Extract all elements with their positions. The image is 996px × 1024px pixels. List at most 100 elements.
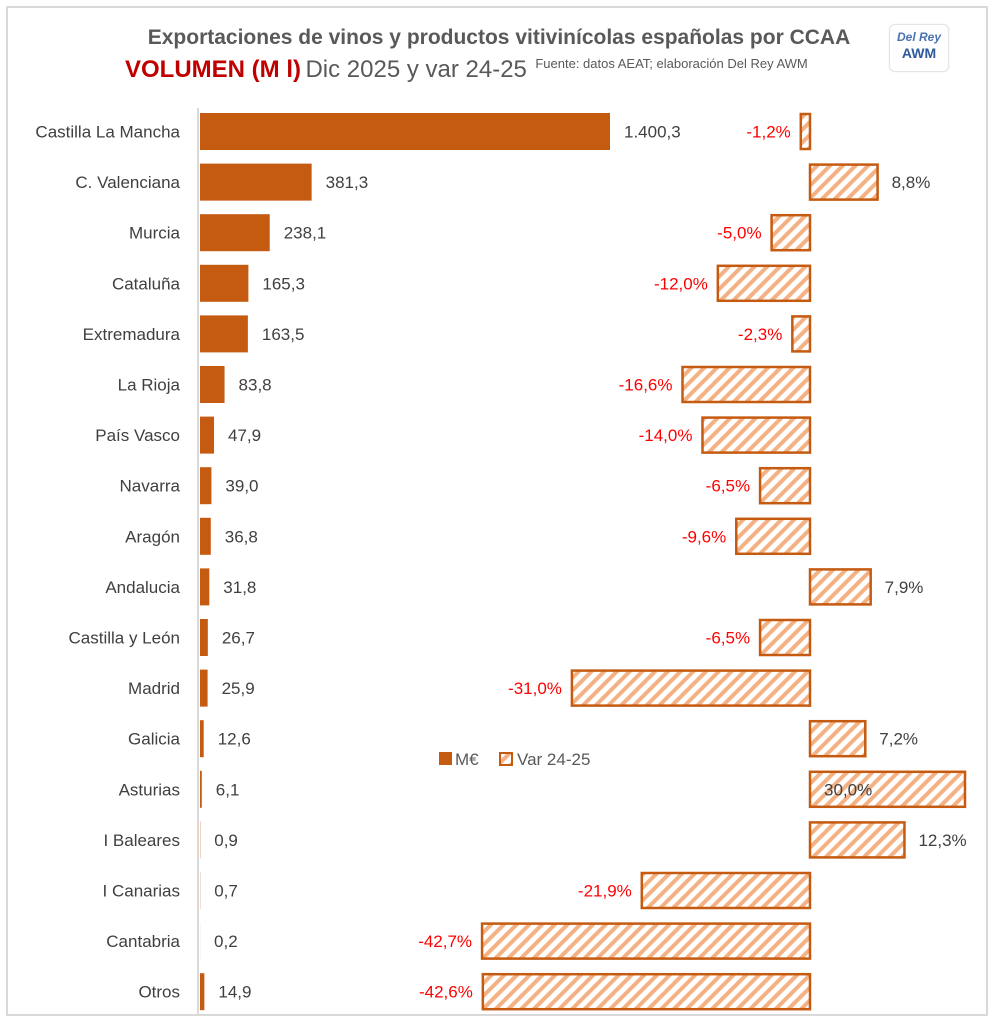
chart-title: Exportaciones de vinos y productos vitiv… — [0, 26, 996, 50]
variation-bar — [570, 669, 812, 707]
legend-label-variation: Var 24-25 — [517, 750, 590, 769]
volume-bar — [200, 416, 215, 454]
variation-label: -12,0% — [654, 274, 708, 293]
variation-bar — [758, 466, 812, 505]
variation-label: 7,9% — [885, 578, 924, 597]
volume-label: 47,9 — [228, 426, 261, 445]
bars-group: Castilla La Mancha 1.400,3 -1,2% C. Valenci… — [35, 112, 967, 1011]
category-label: Castilla La Mancha — [35, 123, 180, 142]
category-label: Otros — [138, 983, 180, 1002]
category-label: C. Valenciana — [75, 173, 180, 192]
variation-label: -42,7% — [418, 932, 472, 951]
variation-bar — [735, 517, 812, 556]
variation-label: -6,5% — [706, 629, 750, 648]
category-label: Cataluña — [112, 274, 181, 293]
volume-label: 1.400,3 — [624, 123, 681, 142]
category-label: Galicia — [128, 730, 181, 749]
variation-bar — [808, 770, 967, 809]
category-label: Asturias — [119, 780, 180, 799]
variation-label: -31,0% — [508, 679, 562, 698]
variation-bar — [808, 568, 872, 606]
category-label: Madrid — [128, 679, 180, 698]
variation-label: -42,6% — [419, 983, 473, 1002]
volume-bar — [200, 568, 210, 606]
variation-bar — [701, 416, 812, 454]
volume-label: 165,3 — [262, 274, 305, 293]
legend-swatch-variation — [499, 752, 513, 766]
category-label: Navarra — [120, 477, 181, 496]
variation-label: -5,0% — [717, 224, 761, 243]
category-label: La Rioja — [118, 376, 181, 395]
subtitle-highlight: VOLUMEN (M l) — [125, 56, 301, 83]
volume-bar — [200, 669, 208, 707]
volume-label: 0,7 — [214, 882, 238, 901]
variation-bar — [681, 365, 812, 404]
volume-label: 163,5 — [262, 325, 305, 344]
volume-label: 12,6 — [218, 730, 251, 749]
category-label: I Baleares — [103, 831, 180, 850]
volume-label: 6,1 — [216, 780, 240, 799]
legend-label-volume: M€ — [455, 750, 479, 769]
variation-bar — [640, 871, 812, 910]
subtitle-period: Dic 2025 y var 24-25 — [305, 56, 527, 83]
category-label: I Canarias — [103, 882, 180, 901]
volume-label: 39,0 — [225, 477, 258, 496]
volume-bar — [200, 366, 225, 403]
variation-bar — [808, 719, 867, 758]
volume-label: 26,7 — [222, 629, 255, 648]
volume-bar — [200, 770, 202, 808]
volume-label: 31,8 — [223, 578, 256, 597]
category-label: Aragón — [125, 527, 180, 546]
variation-label: -14,0% — [639, 426, 693, 445]
category-label: País Vasco — [95, 426, 180, 445]
variation-label: -9,6% — [682, 527, 726, 546]
volume-label: 14,9 — [218, 983, 251, 1002]
variation-label: 8,8% — [892, 173, 931, 192]
volume-bar — [200, 720, 204, 758]
volume-bar — [200, 214, 270, 252]
variation-label: -1,2% — [746, 123, 790, 142]
volume-bar — [200, 264, 249, 302]
volume-bar — [200, 619, 208, 656]
category-label: Andalucia — [105, 578, 180, 597]
legend: M€ Var 24-25 — [439, 750, 590, 769]
volume-label: 25,9 — [222, 679, 255, 698]
volume-label: 381,3 — [326, 173, 369, 192]
volume-label: 83,8 — [239, 376, 272, 395]
variation-bar — [791, 315, 812, 353]
variation-bar — [808, 163, 879, 201]
variation-label: -16,6% — [619, 376, 673, 395]
category-label: Extremadura — [83, 325, 181, 344]
volume-label: 0,2 — [214, 932, 238, 951]
legend-swatch-volume — [439, 752, 452, 765]
variation-label: 12,3% — [918, 831, 966, 850]
chart-subtitle: VOLUMEN (M l) Dic 2025 y var 24-25 Fuent… — [125, 56, 808, 84]
category-label: Murcia — [129, 224, 181, 243]
volume-bar — [200, 467, 212, 505]
variation-bar — [716, 264, 812, 303]
volume-label: 238,1 — [284, 224, 327, 243]
logo-line2: AWM — [901, 45, 937, 61]
volume-bar — [200, 315, 248, 353]
variation-bar — [481, 972, 812, 1011]
volume-bar — [200, 517, 211, 555]
variation-label: -6,5% — [706, 477, 750, 496]
del-rey-awm-logo: Del Rey AWM — [889, 24, 949, 72]
category-label: Castilla y León — [68, 629, 180, 648]
variation-bar — [480, 922, 812, 960]
volume-label: 0,9 — [214, 831, 238, 850]
variation-label: 30,0% — [824, 780, 872, 799]
variation-label: 7,2% — [879, 730, 918, 749]
volume-label: 36,8 — [225, 527, 258, 546]
volume-bar — [200, 163, 312, 201]
chart-title-text: Exportaciones de vinos y productos vitiv… — [147, 26, 851, 49]
source-note: Fuente: datos AEAT; elaboración Del Rey … — [535, 56, 808, 71]
variation-bar — [808, 821, 906, 859]
volume-bar — [200, 973, 205, 1011]
variation-bar — [758, 618, 812, 657]
variation-bar — [799, 112, 812, 151]
logo-line1: Del Rey — [896, 30, 942, 44]
variation-bar — [770, 213, 812, 252]
category-label: Cantabria — [106, 932, 180, 951]
